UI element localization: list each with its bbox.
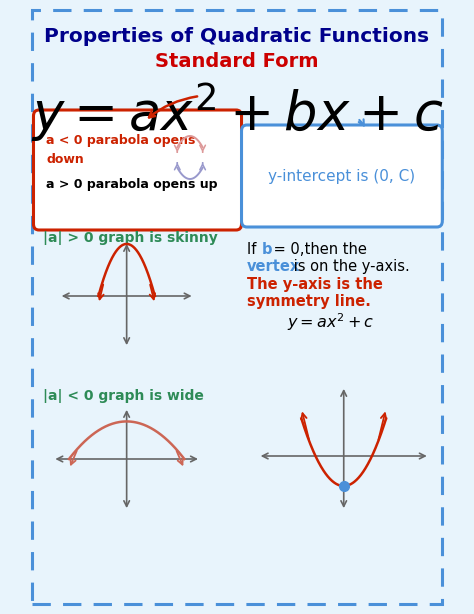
Text: If: If bbox=[247, 241, 261, 257]
Text: |a| > 0 graph is skinny: |a| > 0 graph is skinny bbox=[43, 231, 217, 245]
Text: y-intercept is (0, C): y-intercept is (0, C) bbox=[268, 168, 416, 184]
Text: $y = ax^2 + c$: $y = ax^2 + c$ bbox=[286, 311, 374, 333]
Text: $y = ax^2 + bx + c$: $y = ax^2 + bx + c$ bbox=[31, 80, 443, 144]
Text: a < 0 parabola opens: a < 0 parabola opens bbox=[46, 133, 196, 147]
Text: is on the y-axis.: is on the y-axis. bbox=[289, 258, 410, 273]
FancyBboxPatch shape bbox=[242, 125, 442, 227]
Text: Properties of Quadratic Functions: Properties of Quadratic Functions bbox=[45, 26, 429, 45]
Text: |a| < 0 graph is wide: |a| < 0 graph is wide bbox=[43, 389, 203, 403]
Text: then the: then the bbox=[301, 241, 367, 257]
Text: Standard Form: Standard Form bbox=[155, 52, 319, 71]
Text: The y-axis is the: The y-axis is the bbox=[247, 276, 383, 292]
Text: down: down bbox=[46, 152, 84, 166]
Text: symmetry line.: symmetry line. bbox=[247, 293, 371, 308]
Text: a > 0 parabola opens up: a > 0 parabola opens up bbox=[46, 177, 218, 190]
Text: = 0,: = 0, bbox=[269, 241, 304, 257]
Text: vertex: vertex bbox=[247, 258, 300, 273]
Text: b: b bbox=[262, 241, 272, 257]
FancyBboxPatch shape bbox=[34, 110, 242, 230]
